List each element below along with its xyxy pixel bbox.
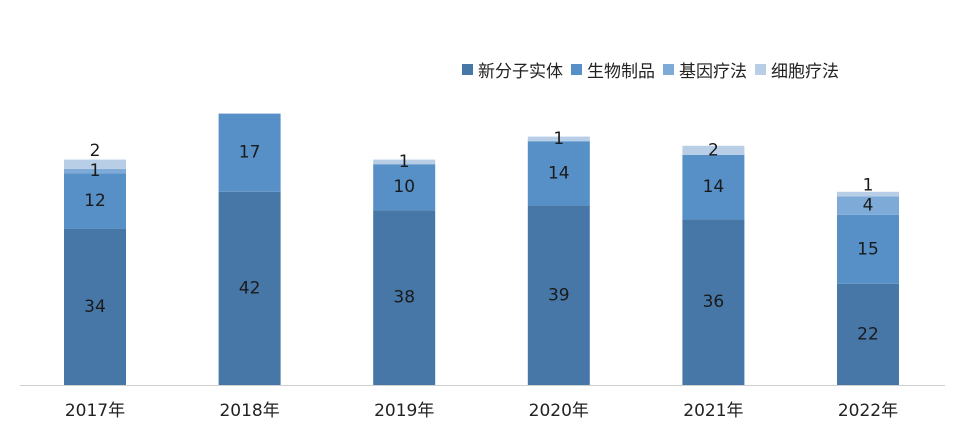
x-tick-label: 2021年 (683, 401, 743, 421)
legend-item-gene-therapy: 基因疗法 (663, 57, 747, 82)
legend: 新分子实体 生物制品 基因疗法 细胞疗法 (462, 57, 839, 82)
data-label: 14 (548, 163, 570, 183)
data-label: 1 (90, 161, 101, 181)
bar-segment (64, 168, 126, 174)
bar-segment (373, 210, 436, 385)
x-tick-label: 2017年 (65, 401, 125, 421)
data-label: 10 (393, 177, 415, 197)
data-label: 2 (90, 141, 101, 161)
data-label: 42 (239, 278, 261, 298)
bar-segment (837, 191, 899, 197)
legend-swatch (571, 64, 582, 75)
bar-segment (218, 113, 281, 192)
bar-segment (373, 164, 436, 211)
data-label: 2 (708, 140, 719, 160)
bar-segment (682, 219, 745, 385)
bar-segment (64, 228, 126, 385)
data-label: 1 (863, 176, 874, 196)
data-label: 34 (84, 297, 106, 317)
bar-segment (373, 159, 436, 165)
legend-swatch (462, 64, 473, 75)
legend-label: 细胞疗法 (771, 62, 839, 82)
bar-segment (64, 159, 126, 169)
bar-segment (837, 214, 899, 284)
data-label: 1 (553, 129, 564, 149)
legend-item-biologics: 生物制品 (571, 57, 655, 82)
bar-segment (527, 205, 590, 385)
bar-segment (527, 136, 590, 142)
legend-item-cell-therapy: 细胞疗法 (755, 57, 839, 82)
data-label: 1 (399, 152, 410, 172)
data-label: 22 (857, 324, 879, 344)
data-label: 12 (84, 191, 106, 211)
bar-segment (682, 145, 745, 155)
x-tick-label: 2020年 (529, 401, 589, 421)
bar-segment (837, 196, 899, 215)
bar-segment (527, 141, 590, 206)
data-label: 39 (548, 285, 570, 305)
legend-label: 生物制品 (587, 62, 655, 82)
data-label: 38 (393, 288, 415, 308)
data-label: 14 (703, 177, 725, 197)
bar-segment (682, 155, 745, 220)
bar-segment (64, 173, 126, 229)
data-label: 17 (239, 143, 261, 163)
x-tick-label: 2019年 (374, 401, 434, 421)
legend-item-new-molecular-entity: 新分子实体 (462, 57, 563, 82)
legend-label: 新分子实体 (478, 62, 563, 82)
bar-segment (218, 191, 281, 385)
data-label: 36 (703, 292, 725, 312)
data-label: 4 (863, 196, 874, 216)
legend-swatch (663, 64, 674, 75)
x-tick-label: 2022年 (838, 401, 898, 421)
legend-swatch (755, 64, 766, 75)
legend-label: 基因疗法 (679, 62, 747, 82)
bar-segment (837, 283, 899, 385)
data-label: 15 (857, 239, 879, 259)
x-tick-label: 2018年 (219, 401, 279, 421)
